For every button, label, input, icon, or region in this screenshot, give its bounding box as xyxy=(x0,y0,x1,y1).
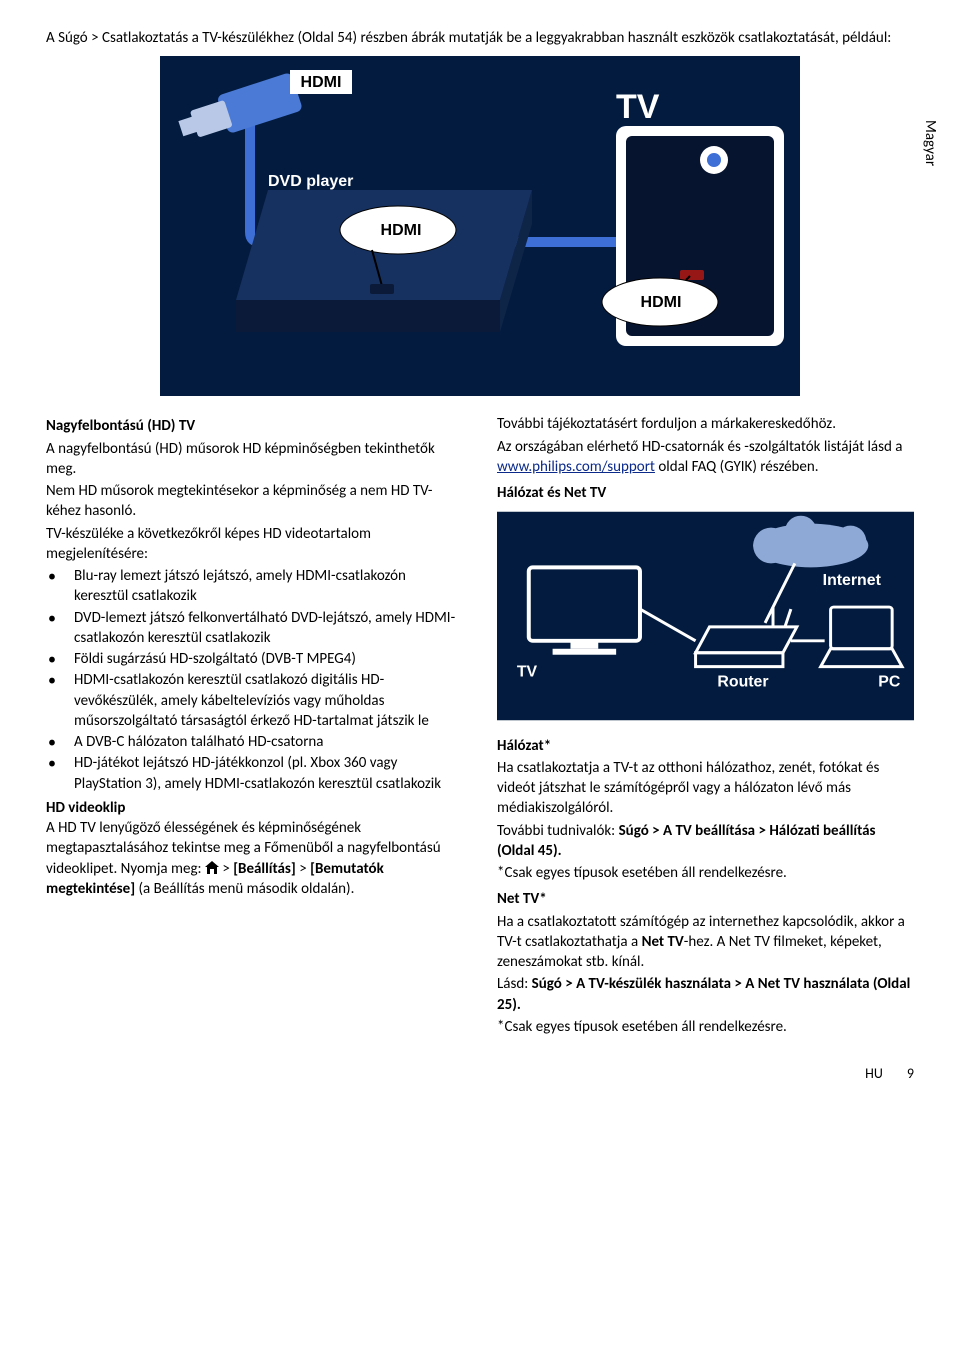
hd-tv-p1: A nagyfelbontású (HD) műsorok HD képminő… xyxy=(46,439,463,480)
nettv-p2b: Súgó > A TV-készülék használata > A Net … xyxy=(497,975,910,1013)
connection-diagram: HDMI DVD player HDMI TV HDMI xyxy=(46,56,914,396)
network-diagram: Internet TV Router P xyxy=(497,511,914,727)
hd-source-list: Blu-ray lemezt játszó lejátszó, amely HD… xyxy=(46,566,463,794)
right-column: További tájékoztatásért forduljon a márk… xyxy=(497,414,914,1039)
only-some-1: *Csak egyes típusok esetében áll rendelk… xyxy=(497,863,914,883)
hd-tv-intro: TV-készüléke a következőkről képes HD vi… xyxy=(46,524,463,565)
pc-label: PC xyxy=(878,674,901,691)
hd-clip-title: HD videoklip xyxy=(46,799,125,817)
only-some-2: *Csak egyes típusok esetében áll rendelk… xyxy=(497,1017,914,1037)
country-a: Az országában elérhető HD-csatornák és -… xyxy=(497,438,902,456)
support-link[interactable]: www.philips.com/support xyxy=(497,458,655,476)
hd-clip-bold1: [Beállítás] xyxy=(233,860,296,878)
internet-label: Internet xyxy=(823,572,882,589)
hdmi-tv-label: HDMI xyxy=(641,294,682,311)
left-column: Nagyfelbontású (HD) TV A nagyfelbontású … xyxy=(46,414,463,1039)
more-info: További tájékoztatásért forduljon a márk… xyxy=(497,414,914,434)
list-item: A DVB-C hálózaton található HD-csatorna xyxy=(46,732,463,752)
hd-tv-p2: Nem HD műsorok megtekintésekor a képminő… xyxy=(46,481,463,522)
halozat-p1: Ha csatlakoztatja a TV-t az otthoni háló… xyxy=(497,758,914,819)
list-item: DVD-lemezt játszó felkonvertálható DVD-l… xyxy=(46,608,463,649)
router-label: Router xyxy=(717,674,768,691)
hdmi-dvd-label: HDMI xyxy=(381,222,422,239)
nettv-p1-bold: Net TV xyxy=(642,933,684,951)
list-item: HD-játékot lejátszó HD-játékkonzol (pl. … xyxy=(46,753,463,794)
list-item: Blu-ray lemezt játszó lejátszó, amely HD… xyxy=(46,566,463,607)
hdmi-plug-label: HDMI xyxy=(301,74,342,91)
list-item: HDMI-csatlakozón keresztül csatlakozó di… xyxy=(46,670,463,731)
nettv-p2a: Lásd: xyxy=(497,975,532,993)
net-title: Hálózat és Net TV xyxy=(497,483,914,503)
language-side-label: Magyar xyxy=(920,120,940,166)
nettv-title: Net TV* xyxy=(497,889,914,909)
hd-clip-body-d: (a Beállítás menü második oldalán). xyxy=(139,880,355,898)
home-icon xyxy=(205,861,219,874)
tv-label: TV xyxy=(616,88,660,126)
footer-page: 9 xyxy=(907,1065,914,1084)
tv-net-label: TV xyxy=(517,664,538,681)
hd-tv-title: Nagyfelbontású (HD) TV xyxy=(46,416,463,436)
intro-text: A Súgó > Csatlakoztatás a TV-készülékhez… xyxy=(46,28,914,48)
halozat-p2a: További tudnivalók: xyxy=(497,822,619,840)
list-item: Földi sugárzású HD-szolgáltató (DVB-T MP… xyxy=(46,649,463,669)
dvd-player-label: DVD player xyxy=(268,173,353,190)
country-b: oldal FAQ (GYIK) részében. xyxy=(655,458,819,476)
hd-clip-body-c: > xyxy=(299,860,310,878)
hd-clip-body-b: > xyxy=(222,860,233,878)
page-footer: HU 9 xyxy=(46,1065,914,1084)
halozat-title: Hálózat* xyxy=(497,736,914,756)
footer-lang: HU xyxy=(865,1065,883,1084)
